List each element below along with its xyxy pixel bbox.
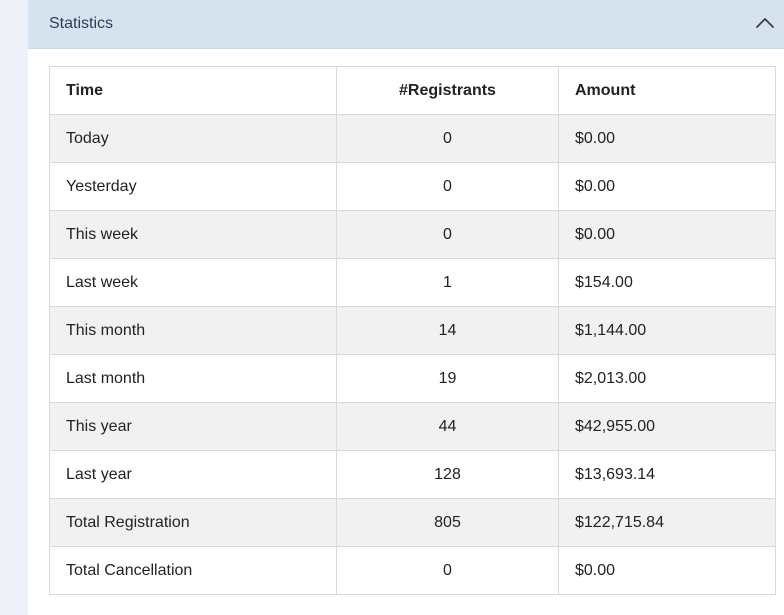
amount-cell: $0.00	[558, 162, 776, 211]
amount-cell: $42,955.00	[558, 402, 776, 451]
amount-cell: $0.00	[558, 210, 776, 259]
amount-cell: $2,013.00	[558, 354, 776, 403]
time-cell: Last year	[49, 450, 337, 499]
column-header-registrants: #Registrants	[336, 66, 559, 115]
amount-cell: $0.00	[558, 114, 776, 163]
amount-cell: $154.00	[558, 258, 776, 307]
table-row: Total Registration 805 $122,715.84	[49, 498, 776, 547]
table-row: Yesterday 0 $0.00	[49, 162, 776, 211]
registrants-cell: 805	[336, 498, 559, 547]
table-row: Last month 19 $2,013.00	[49, 354, 776, 403]
table-row: This week 0 $0.00	[49, 210, 776, 259]
table-row: Last week 1 $154.00	[49, 258, 776, 307]
table-row: This year 44 $42,955.00	[49, 402, 776, 451]
column-header-time: Time	[49, 66, 337, 115]
left-sidebar-strip	[0, 0, 28, 615]
time-cell: Last week	[49, 258, 337, 307]
registrants-cell: 14	[336, 306, 559, 355]
statistics-panel: Statistics Time #Registrants Amount	[28, 0, 784, 615]
collapse-button[interactable]	[754, 12, 776, 34]
registrants-cell: 128	[336, 450, 559, 499]
table-row: Last year 128 $13,693.14	[49, 450, 776, 499]
registrants-cell: 0	[336, 546, 559, 595]
registrants-cell: 0	[336, 162, 559, 211]
time-cell: This month	[49, 306, 337, 355]
panel-title: Statistics	[49, 15, 114, 32]
amount-cell: $1,144.00	[558, 306, 776, 355]
panel-header[interactable]: Statistics	[28, 0, 784, 49]
time-cell: Today	[49, 114, 337, 163]
registrants-cell: 19	[336, 354, 559, 403]
time-cell: This year	[49, 402, 337, 451]
chevron-up-icon	[756, 18, 774, 28]
table-row: Today 0 $0.00	[49, 114, 776, 163]
time-cell: Yesterday	[49, 162, 337, 211]
amount-cell: $0.00	[558, 546, 776, 595]
amount-cell: $13,693.14	[558, 450, 776, 499]
registrants-cell: 0	[336, 114, 559, 163]
table-row: This month 14 $1,144.00	[49, 306, 776, 355]
statistics-table-wrapper: Time #Registrants Amount Today 0 $0.00 Y…	[49, 66, 776, 595]
time-cell: Total Registration	[49, 498, 337, 547]
column-header-amount: Amount	[558, 66, 776, 115]
registrants-cell: 1	[336, 258, 559, 307]
time-cell: Last month	[49, 354, 337, 403]
amount-cell: $122,715.84	[558, 498, 776, 547]
registrants-cell: 44	[336, 402, 559, 451]
table-row: Total Cancellation 0 $0.00	[49, 546, 776, 595]
registrants-cell: 0	[336, 210, 559, 259]
table-header-row: Time #Registrants Amount	[49, 66, 776, 115]
time-cell: This week	[49, 210, 337, 259]
time-cell: Total Cancellation	[49, 546, 337, 595]
statistics-table: Time #Registrants Amount Today 0 $0.00 Y…	[49, 66, 776, 595]
